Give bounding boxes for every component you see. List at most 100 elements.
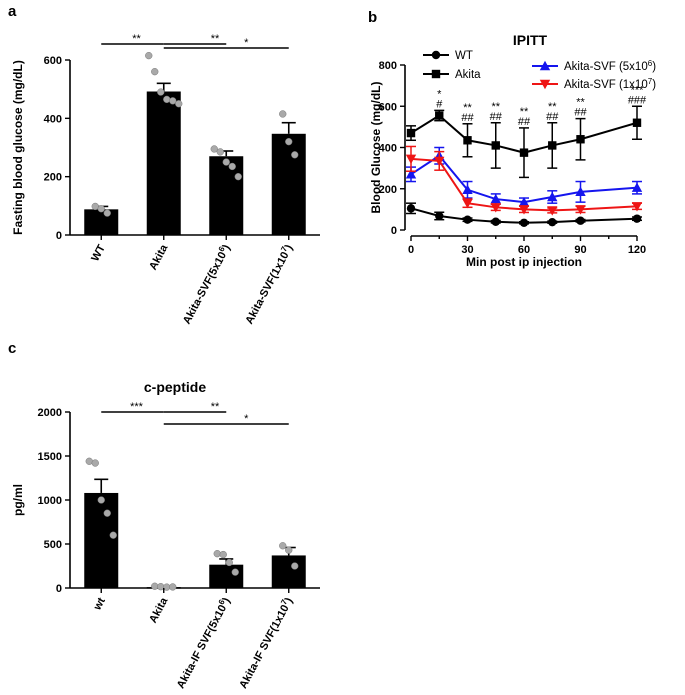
panel-b-series-1-marker [632, 214, 642, 223]
panel-c-x-tick-label: Akita-IF SVF(5x106) [173, 594, 233, 690]
panel-a-data-point [234, 173, 242, 181]
panel-b-series-2-line [410, 114, 638, 154]
panel-b-y-tick-label: 0 [391, 225, 397, 237]
panel-a-significance-label: * [244, 37, 249, 49]
panel-b-y-tick-label: 400 [379, 143, 397, 155]
panel-b-series-2-marker [463, 136, 472, 145]
panel-c-letter: c [8, 340, 16, 357]
panel-b-legend-4-label: Akita-SVF (1x107) [564, 77, 656, 92]
panel-b-series-3-line [410, 154, 638, 204]
panel-c-x-tick-label: Akita [147, 595, 171, 625]
panel-b-legend-1-marker [431, 50, 441, 60]
panel-c-significance-label: ** [211, 401, 220, 413]
panel-c-data-point [225, 558, 233, 567]
panel-a-data-point [175, 100, 183, 108]
panel-a-bar [271, 133, 306, 235]
panel-b-annotation-bottom: # [436, 98, 443, 110]
panel-b-legend-2-marker [431, 69, 441, 79]
panel-b-series-2-marker [435, 111, 444, 120]
panel-b-annotation-top: ** [548, 101, 557, 113]
panel-a-x-tick-label: Akita [147, 242, 171, 272]
panel-c-data-point [219, 550, 227, 559]
panel-c-data-point [231, 568, 239, 576]
panel-b-series-2-marker [519, 148, 529, 157]
panel-c-y-tick-label: 1000 [38, 495, 62, 507]
panel-b-legend-3-marker [539, 60, 551, 71]
panel-c-data-point [103, 509, 111, 517]
panel-c-data-point [169, 583, 177, 591]
panel-b-annotation-top: ** [520, 106, 529, 118]
panel-b-series-4-marker [490, 203, 501, 213]
panel-a-x-tick-label: Akita-SVF(1x107) [241, 241, 295, 326]
panel-a-y-tick-label: 600 [44, 55, 62, 67]
panel-b-series-4-marker [405, 154, 417, 165]
panel-b-series-3-marker [405, 169, 417, 179]
panel-b-x-tick-label: 120 [628, 244, 646, 256]
panel-c-x-tick-label: wt [91, 595, 108, 613]
panel-b-annotation-bottom: ## [518, 116, 531, 128]
panel-b-y-tick-label: 800 [379, 60, 397, 72]
panel-a-ylabel: Fasting blood glucose (mg/dL) [11, 60, 25, 235]
panel-a-bar [84, 209, 119, 235]
panel-a-data-point [145, 51, 153, 60]
panel-a-x-tick-label: Akita-SVF(5x106) [179, 241, 233, 326]
panel-a-significance-label: ** [211, 33, 220, 45]
panel-c-title: c-peptide [144, 379, 206, 395]
panel-b-x-tick-label: 60 [518, 244, 530, 256]
panel-c-y-tick-label: 0 [56, 583, 62, 595]
panel-c-ylabel: pg/ml [11, 484, 25, 516]
panel-c-x-tick-label: Akita-IF SVF(1x107) [235, 594, 295, 690]
panel-c-data-point [109, 531, 117, 539]
panel-b-annotation-top: ** [491, 101, 500, 113]
panel-b-annotation-top: *** [631, 84, 645, 96]
panel-a-data-point [169, 97, 177, 105]
panel-a-data-point [279, 110, 287, 118]
panel-b-series-3-marker [575, 186, 586, 197]
panel-b-annotation-bottom: ## [546, 111, 559, 123]
panel-c-y-tick-label: 2000 [38, 407, 62, 419]
panel-b-y-tick-label: 600 [379, 101, 397, 113]
panel-b-annotation-bottom: ## [490, 111, 503, 123]
panel-b-legend-4-marker [539, 79, 551, 90]
panel-b-series-4-marker [631, 202, 643, 212]
panel-b-ylabel: Blood Glucose (mg/dL) [369, 82, 383, 214]
panel-b-xlabel: Min post ip injection [466, 255, 582, 269]
panel-a-y-tick-label: 0 [56, 230, 62, 242]
panel-a-data-point [216, 148, 224, 156]
panel-c-data-point [291, 562, 299, 570]
panel-c-bar [209, 564, 244, 588]
panel-b-series-2-marker [576, 135, 585, 144]
panel-b-series-1-line [410, 207, 638, 224]
panel-b-annotation-top: * [437, 88, 442, 100]
panel-b-letter: b [368, 9, 377, 26]
panel-a-data-point [103, 209, 111, 217]
panel-b-annotation-bottom: ### [628, 94, 647, 106]
panel-b-series-2-marker [491, 141, 500, 150]
panel-b-series-1-marker [406, 204, 416, 213]
panel-a-significance-label: ** [132, 33, 141, 45]
panel-a-x-tick-label: WT [89, 243, 108, 264]
panel-b-series-2-marker [632, 118, 642, 127]
panel-b-series-3-marker [490, 193, 501, 204]
panel-a-y-tick-label: 200 [44, 172, 62, 184]
panel-b-x-tick-label: 0 [408, 244, 414, 256]
panel-b-series-4-line [410, 157, 638, 212]
panel-b-annotation-bottom: ## [461, 112, 474, 124]
panel-b-y-tick-label: 200 [379, 184, 397, 196]
panel-c-data-point [279, 542, 287, 550]
panel-b-series-4-marker [547, 206, 558, 216]
panel-c-data-point [85, 457, 93, 465]
panel-b-series-2-marker [406, 128, 416, 138]
panel-a-data-point [228, 162, 236, 171]
panel-c-significance-label: * [244, 413, 249, 425]
panel-a-bar [209, 156, 244, 235]
panel-b-series-1-marker [491, 217, 500, 226]
panel-a-data-point [163, 95, 171, 104]
panel-c-data-point [285, 546, 293, 554]
panel-a-data-point [151, 68, 159, 76]
panel-a-data-point [97, 205, 105, 213]
panel-a-bar [146, 91, 181, 235]
panel-b-series-1-marker [548, 217, 557, 227]
panel-a-y-tick-label: 400 [44, 113, 62, 125]
